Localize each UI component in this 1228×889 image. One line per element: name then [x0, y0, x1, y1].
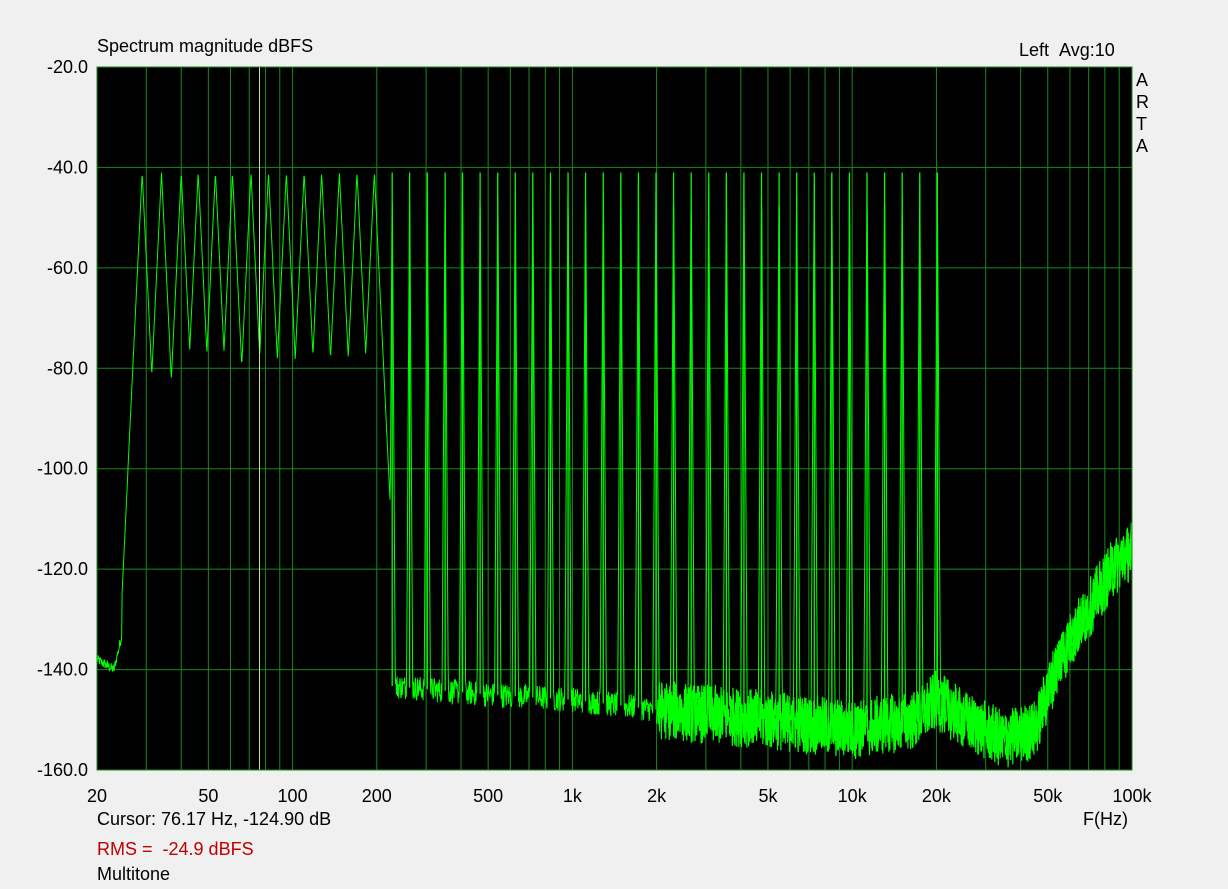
y-tick-label: -60.0	[47, 258, 88, 278]
x-tick-label: 50	[198, 786, 218, 806]
y-tick-label: -120.0	[37, 559, 88, 579]
channel-label: Left	[1019, 40, 1050, 60]
x-axis-label: F(Hz)	[1083, 809, 1128, 829]
grid	[97, 66, 1132, 771]
plot-border	[96, 66, 1133, 771]
x-tick-label: 20	[87, 786, 107, 806]
rms-label: RMS =	[97, 839, 153, 859]
y-tick-label: -80.0	[47, 358, 88, 378]
x-tick-label: 100k	[1112, 786, 1152, 806]
noise-band	[656, 522, 1133, 768]
y-tick-label: -160.0	[37, 760, 88, 780]
watermark-letter: T	[1136, 114, 1147, 134]
noise-floor-trace	[96, 172, 1133, 768]
x-tick-label: 20k	[922, 786, 952, 806]
x-tick-label: 10k	[838, 786, 868, 806]
x-tick-label: 50k	[1033, 786, 1063, 806]
watermark-letter: A	[1136, 70, 1149, 90]
watermark-letter: A	[1136, 136, 1149, 156]
x-tick-label: 1k	[563, 786, 583, 806]
x-tick-label: 5k	[758, 786, 778, 806]
signal-type-label: Multitone	[97, 864, 171, 884]
y-tick-label: -20.0	[47, 57, 88, 77]
rms-readout: RMS = -24.9 dBFS	[97, 840, 254, 858]
y-axis-ticks: -20.0 -40.0 -60.0 -80.0 -100.0 -120.0 -140.0 -1…	[37, 57, 88, 780]
x-tick-label: 200	[362, 786, 392, 806]
y-tick-label: -40.0	[47, 157, 88, 177]
channel-avg-label: Left Avg:10	[1019, 41, 1115, 59]
x-tick-label: 500	[473, 786, 503, 806]
y-tick-label: -100.0	[37, 459, 88, 479]
x-axis-ticks: 20 50 100 200 500 1k 2k 5k 10k 20k 50k 100k	[87, 786, 1153, 806]
chart-title: Spectrum magnitude dBFS	[97, 36, 314, 56]
plot-area	[97, 67, 1132, 770]
rms-value: -24.9 dBFS	[162, 839, 254, 859]
cursor-readout: Cursor: 76.17 Hz, -124.90 dB	[97, 809, 332, 829]
avg-label: Avg:10	[1059, 40, 1115, 60]
y-tick-label: -140.0	[37, 660, 88, 680]
x-tick-label: 2k	[647, 786, 667, 806]
tone-peaks	[391, 172, 938, 730]
x-tick-label: 100	[278, 786, 308, 806]
watermark-letter: R	[1136, 92, 1149, 112]
